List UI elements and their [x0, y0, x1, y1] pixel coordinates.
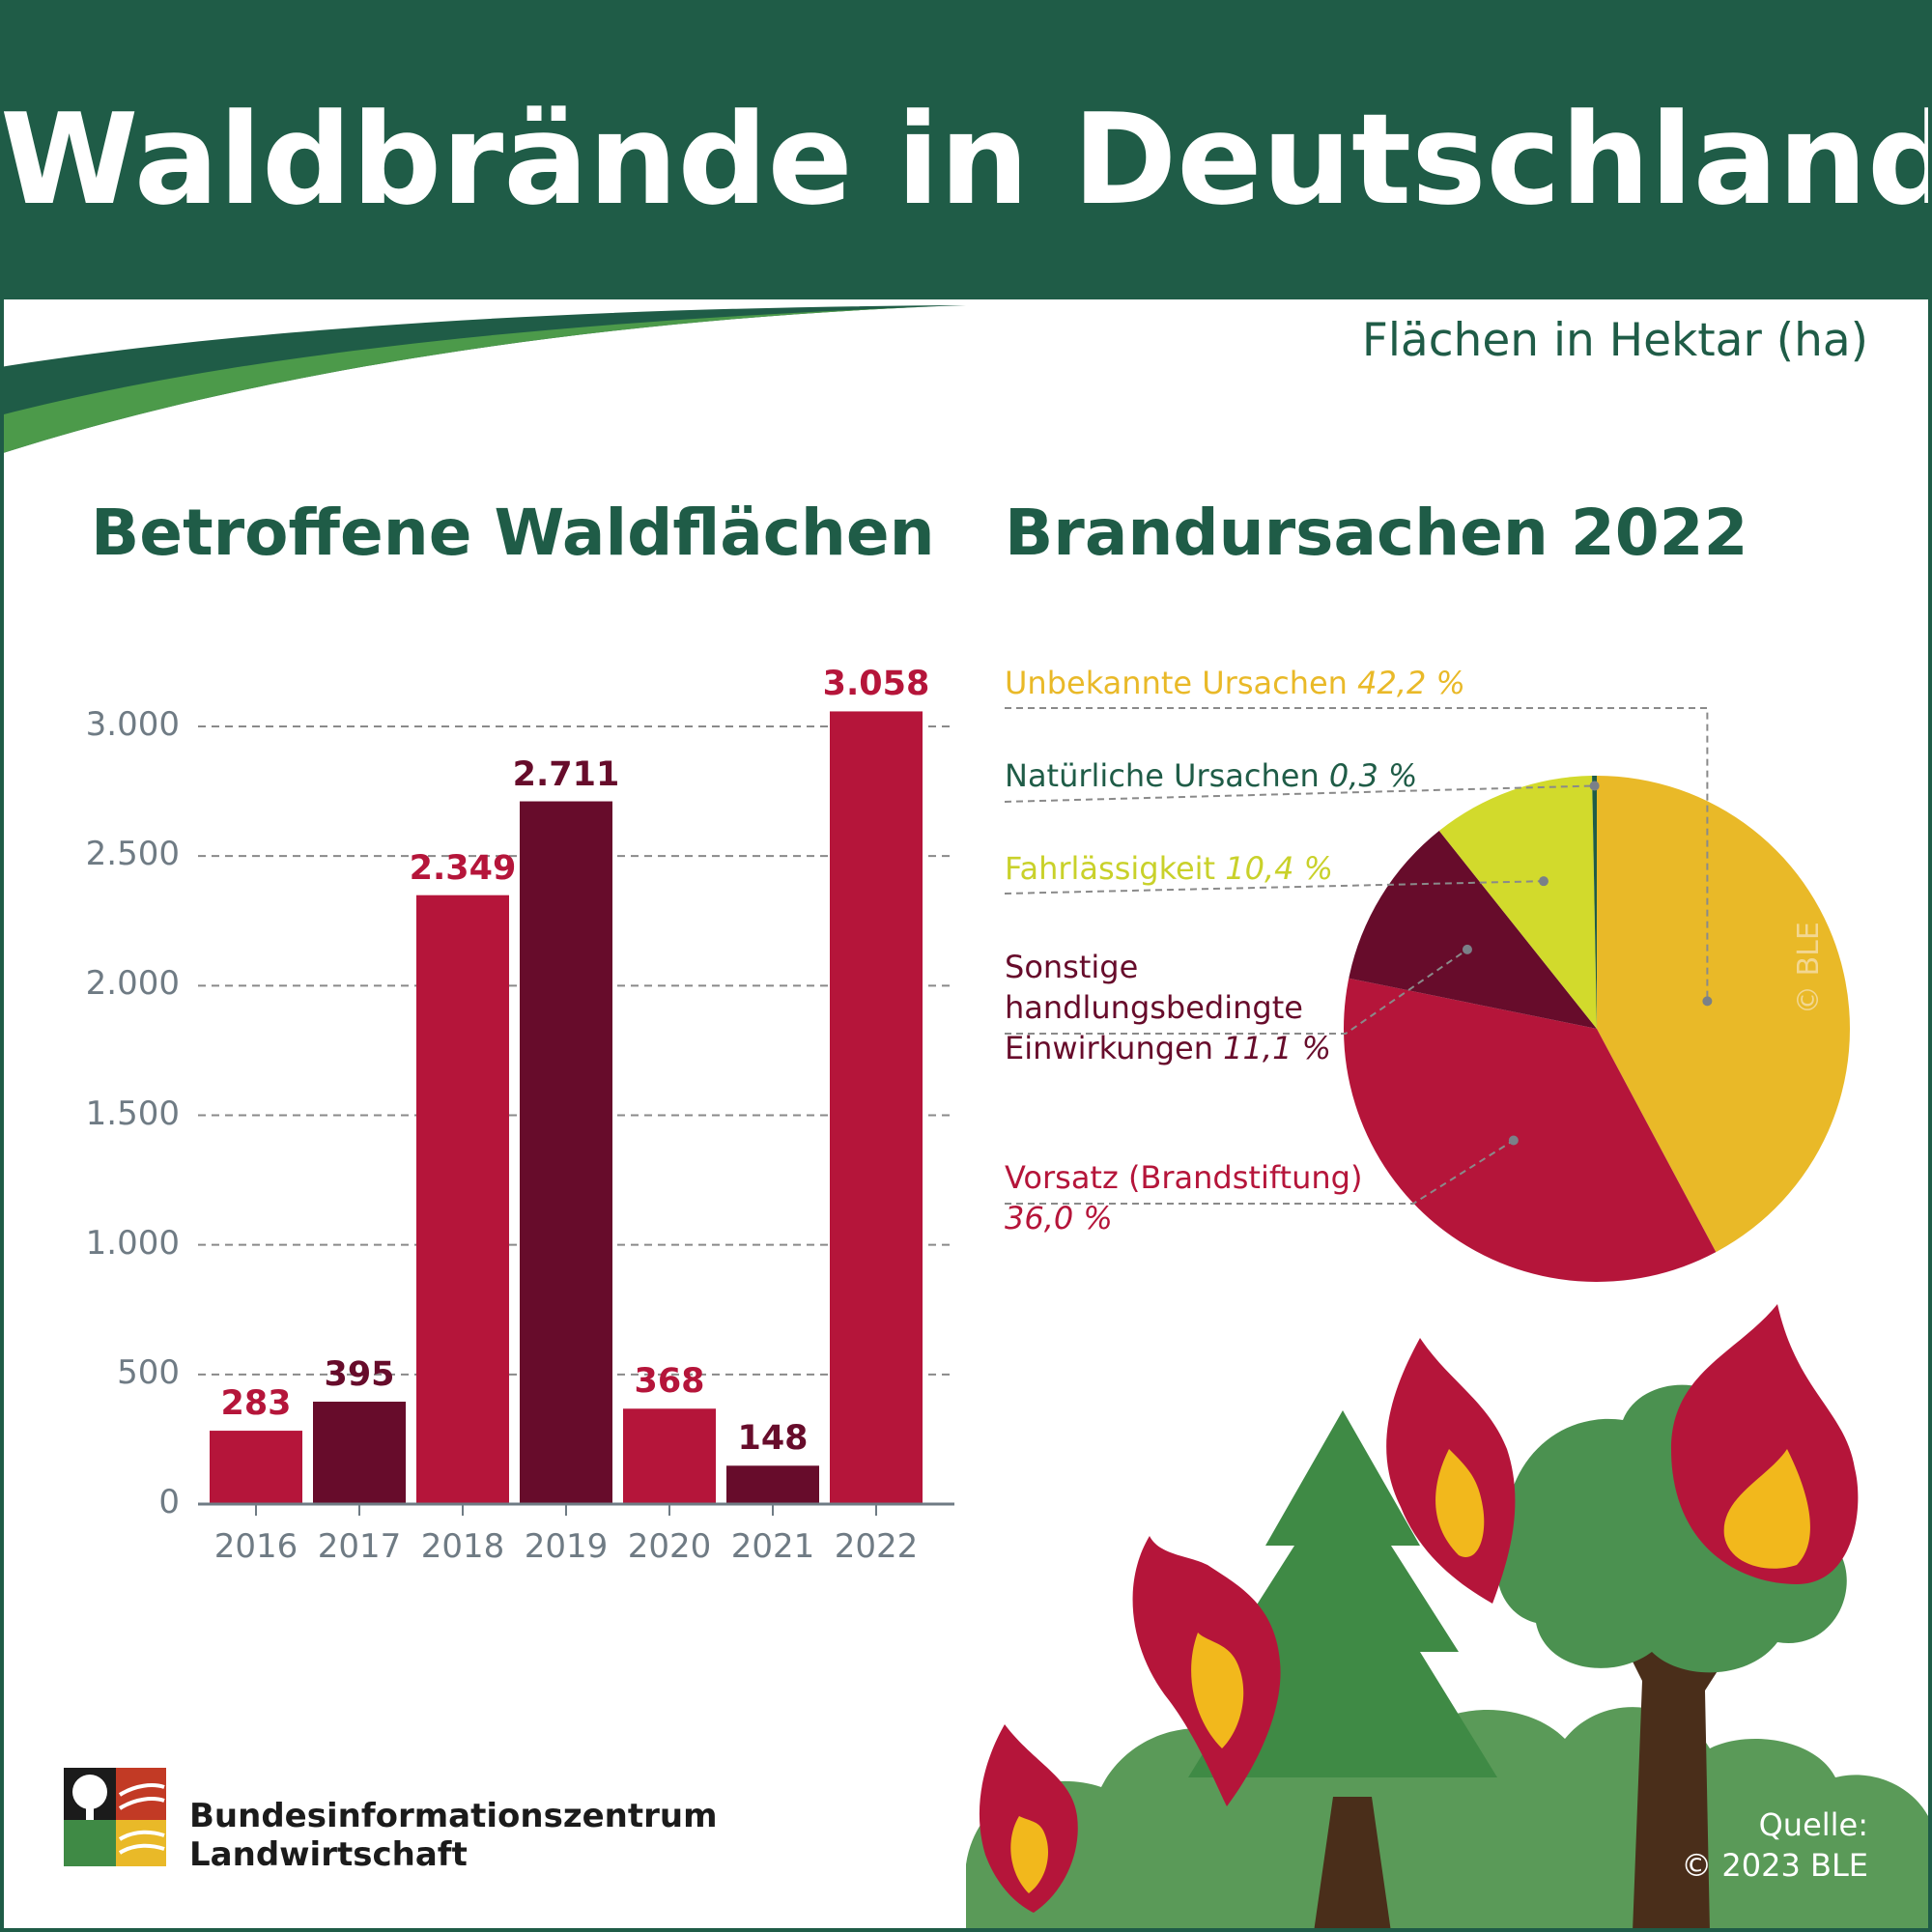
bar	[726, 1465, 819, 1504]
source-line-2: © 2023 BLE	[1681, 1847, 1868, 1884]
y-tick-label: 500	[117, 1352, 180, 1392]
pie-slice	[1592, 776, 1597, 1029]
pie-slice-percent: 42,2 %	[1357, 665, 1465, 701]
watermark: © BLE	[1792, 922, 1826, 1014]
y-tick-label: 1.500	[85, 1094, 180, 1133]
leader-line	[1005, 949, 1468, 1035]
pie-slice-label: Fahrlässigkeit 10,4 %	[1005, 848, 1333, 889]
pie-slice	[1438, 776, 1597, 1029]
logo-tile-green	[64, 1820, 116, 1866]
pie-slice-label: Natürliche Ursachen 0,3 %	[1005, 755, 1417, 796]
pie-label-text: Natürliche Ursachen	[1005, 757, 1329, 794]
pie-label-line: Sonstige	[1005, 949, 1139, 985]
bar-value-label: 368	[634, 1362, 705, 1402]
pie-slice-percent: 36,0 %	[1005, 1200, 1113, 1236]
pie-slice-percent: 11,1 %	[1213, 1030, 1331, 1066]
logo-line-2: Landwirtschaft	[189, 1835, 468, 1874]
bar	[313, 1402, 406, 1504]
leader-dot	[1538, 876, 1548, 887]
leader-dot	[1589, 781, 1600, 791]
source-credit: Quelle: © 2023 BLE	[1681, 1804, 1868, 1886]
page-title: Waldbrände in Deutschland	[0, 86, 1932, 233]
leader-line	[1004, 880, 1545, 895]
pie-slice-percent: 0,3 %	[1328, 757, 1418, 794]
x-tick-label: 2021	[730, 1527, 815, 1566]
header-banner	[0, 0, 1932, 299]
leader-dot	[1702, 996, 1713, 1007]
pie-label-text: Fahrlässigkeit	[1005, 850, 1226, 887]
header-curve	[0, 299, 966, 454]
spruce-trunk	[1314, 1797, 1391, 1932]
logo-tile-yellow	[116, 1820, 166, 1866]
units-note: Flächen in Hektar (ha)	[1361, 314, 1868, 367]
flame-icon	[1671, 1304, 1859, 1584]
bar-value-label: 148	[737, 1419, 809, 1459]
x-tick-label: 2019	[524, 1527, 609, 1566]
bar-value-label: 2.349	[409, 848, 517, 888]
bar	[623, 1408, 716, 1504]
flame-icon	[979, 1724, 1078, 1913]
y-tick-label: 2.000	[85, 964, 180, 1004]
bar-value-label: 395	[324, 1355, 395, 1394]
header-swoosh	[0, 305, 966, 454]
leader-line	[1005, 1139, 1515, 1205]
leader-line	[1004, 784, 1595, 803]
source-line-1: Quelle:	[1758, 1806, 1868, 1843]
leader-dot	[1508, 1135, 1519, 1146]
flame-icon	[1386, 1338, 1516, 1604]
bar-value-label: 2.711	[512, 754, 620, 794]
pie-label-text: Unbekannte Ursachen	[1005, 665, 1358, 701]
bar-value-label: 3.058	[822, 665, 930, 704]
y-tick-label: 3.000	[85, 705, 180, 744]
leader-dot	[1462, 944, 1472, 954]
x-tick-label: 2018	[420, 1527, 505, 1566]
x-tick-label: 2020	[627, 1527, 712, 1566]
y-tick-label: 0	[158, 1483, 180, 1521]
pie-label-line: handlungsbedingte	[1005, 989, 1303, 1026]
bar	[416, 895, 509, 1504]
logo-text: Bundesinformationszentrum Landwirtschaft	[189, 1797, 718, 1874]
leader-line	[1005, 707, 1709, 1002]
pie-label-line: Vorsatz (Brandstiftung)	[1005, 1159, 1363, 1196]
pie-slice	[1597, 776, 1850, 1253]
logo-mark	[64, 1768, 166, 1866]
flame-icon	[1132, 1536, 1281, 1806]
y-tick-label: 1.000	[85, 1223, 180, 1263]
forest-fire-illustration	[966, 1304, 1928, 1932]
bar	[520, 801, 612, 1504]
pie-slice	[1349, 831, 1597, 1029]
x-tick-label: 2016	[213, 1527, 298, 1566]
pie-slice-label: Sonstige handlungsbedingte Einwirkungen 11…	[1005, 947, 1331, 1068]
x-tick-label: 2017	[317, 1527, 402, 1566]
bar-value-label: 283	[220, 1384, 292, 1424]
pie-slice-percent: 10,4 %	[1225, 850, 1334, 887]
pie-label-line: Einwirkungen 11,1 %	[1005, 1030, 1331, 1066]
y-tick-label: 2.500	[85, 835, 180, 874]
pie-slice-label: Unbekannte Ursachen 42,2 %	[1005, 663, 1465, 703]
pie-slice-label: Vorsatz (Brandstiftung) 36,0 %	[1005, 1157, 1362, 1238]
bar	[210, 1431, 302, 1504]
logo-line-1: Bundesinformationszentrum	[189, 1797, 718, 1835]
pie-chart-title: Brandursachen 2022	[1005, 496, 1748, 570]
pie-slice	[1343, 978, 1717, 1283]
x-tick-label: 2022	[834, 1527, 919, 1566]
bar-chart-title: Betroffene Waldflächen	[91, 496, 935, 570]
bar	[830, 711, 923, 1504]
